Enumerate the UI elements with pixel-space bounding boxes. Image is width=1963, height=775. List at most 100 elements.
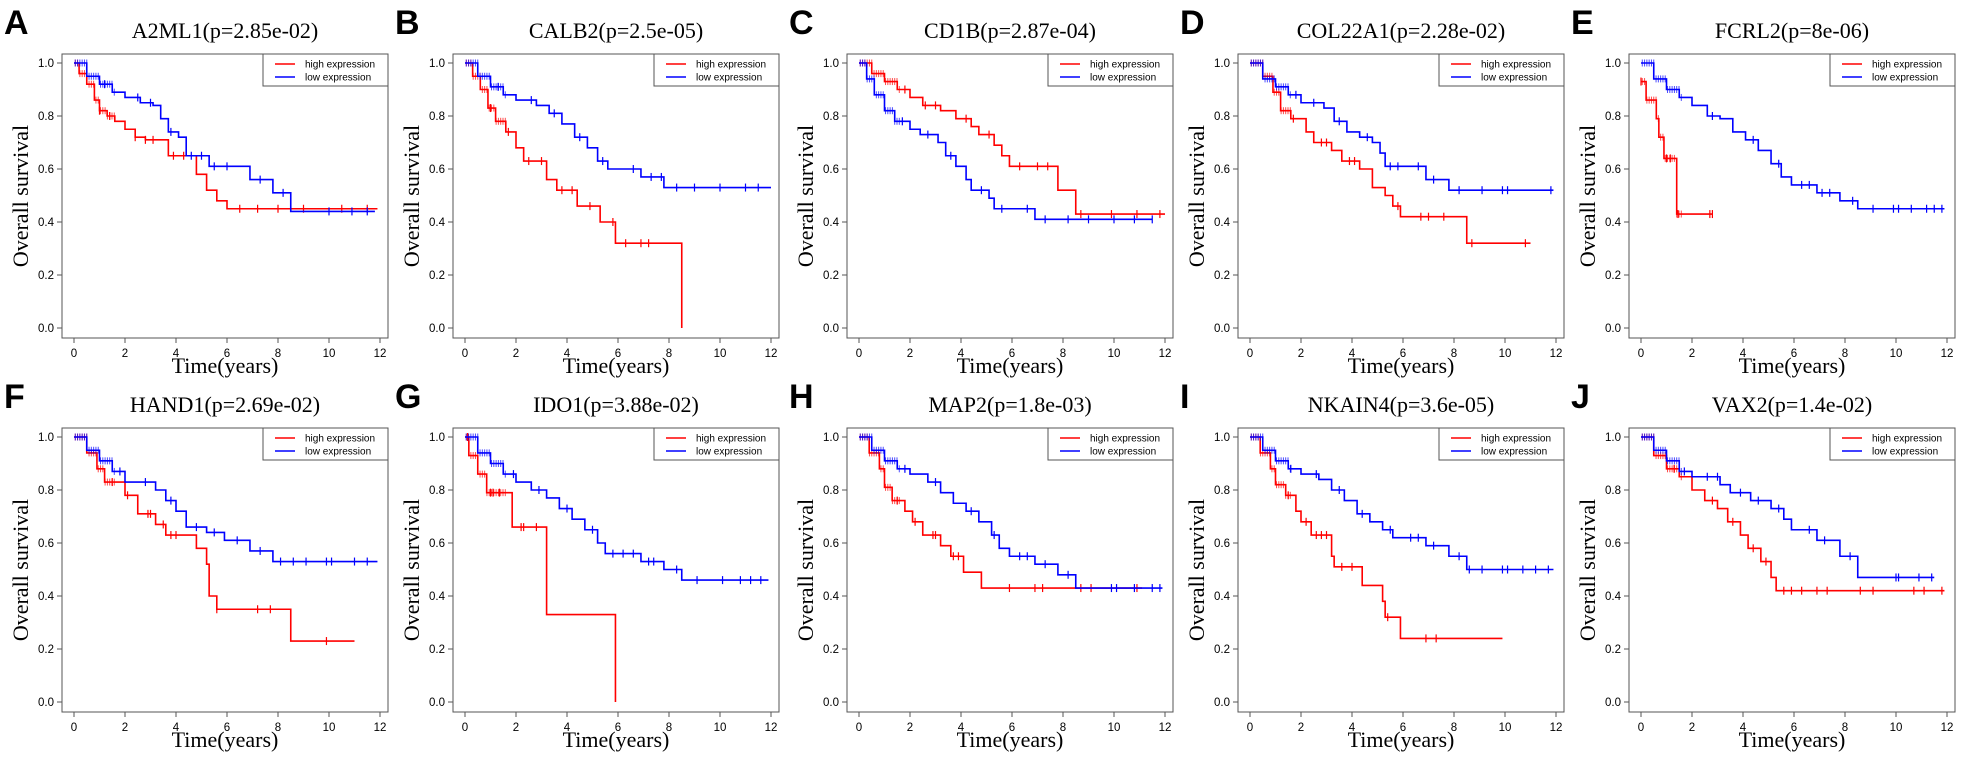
x-tick-label: 2 bbox=[122, 722, 128, 734]
km-panel-d: D COL22A1(p=2.28e-02) 0.0 0.2 0.4 0.6 0.8 1.0 0 2… bbox=[1180, 4, 1565, 378]
km-panel-b: B CALB2(p=2.5e-05) 0.0 0.2 0.4 0.6 0.8 1.0 0 2 4 6 8… bbox=[395, 4, 780, 378]
x-tick-label: 8 bbox=[666, 348, 672, 360]
plot-frame bbox=[1237, 427, 1565, 713]
y-tick-label: 0.4 bbox=[823, 217, 840, 229]
y-tick-label: 1.0 bbox=[1214, 58, 1230, 70]
y-tick-label: 0.2 bbox=[1605, 270, 1621, 282]
x-tick-label: 2 bbox=[513, 348, 519, 360]
plot-frame bbox=[1237, 53, 1565, 339]
panel-title: HAND1(p=2.69e-02) bbox=[130, 392, 320, 417]
panel-title: VAX2(p=1.4e-02) bbox=[1712, 392, 1872, 417]
km-panel-g: G IDO1(p=3.88e-02) 0.0 0.2 0.4 0.6 0.8 1.0 0 2 4 6 8… bbox=[395, 378, 780, 752]
x-tick-label: 6 bbox=[224, 722, 230, 734]
x-tick-label: 0 bbox=[71, 348, 77, 360]
y-tick-label: 0.8 bbox=[38, 485, 54, 497]
legend bbox=[653, 53, 780, 87]
plot-frame bbox=[61, 427, 389, 713]
x-tick-label: 4 bbox=[1740, 348, 1747, 360]
y-axis-label: Overall survival bbox=[793, 125, 818, 267]
x-tick-label: 6 bbox=[1400, 722, 1406, 734]
legend-high-expression-label: high expression bbox=[1872, 60, 1942, 71]
x-tick-label: 0 bbox=[462, 722, 468, 734]
high-expression-curve bbox=[74, 436, 355, 642]
x-tick-label: 10 bbox=[323, 722, 336, 734]
high-expression-curve bbox=[859, 436, 1143, 589]
legend-high-expression-label: high expression bbox=[1481, 60, 1551, 71]
high-expression-curve bbox=[1641, 436, 1945, 592]
x-tick-label: 10 bbox=[1499, 348, 1512, 360]
x-tick-label: 12 bbox=[1550, 722, 1563, 734]
x-tick-label: 0 bbox=[1247, 348, 1253, 360]
legend-low-expression-label: low expression bbox=[1090, 447, 1156, 458]
y-tick-label: 1.0 bbox=[1605, 432, 1621, 444]
legend bbox=[262, 427, 389, 461]
y-tick-label: 0.4 bbox=[38, 217, 55, 229]
y-tick-label: 0.6 bbox=[1214, 164, 1230, 176]
legend-low-expression-label: low expression bbox=[696, 447, 762, 458]
y-tick-label: 0.2 bbox=[1214, 644, 1230, 656]
km-panel-f: F HAND1(p=2.69e-02) 0.0 0.2 0.4 0.6 0.8 1.0 0 2 4 6… bbox=[4, 378, 389, 752]
y-tick-label: 0.6 bbox=[38, 538, 54, 550]
y-tick-label: 0.0 bbox=[429, 323, 445, 335]
y-tick-label: 0.0 bbox=[823, 697, 839, 709]
y-tick-label: 0.0 bbox=[38, 697, 54, 709]
x-tick-label: 8 bbox=[1451, 348, 1457, 360]
y-tick-label: 0.0 bbox=[38, 323, 54, 335]
y-tick-label: 0.4 bbox=[1214, 217, 1231, 229]
y-axis-label: Overall survival bbox=[1575, 125, 1600, 267]
y-tick-label: 0.0 bbox=[1605, 323, 1621, 335]
legend-low-expression-label: low expression bbox=[305, 73, 371, 84]
plot-frame bbox=[846, 53, 1174, 339]
low-expression-curve bbox=[465, 62, 771, 189]
x-tick-label: 10 bbox=[323, 348, 336, 360]
y-tick-label: 0.8 bbox=[1214, 485, 1230, 497]
x-tick-label: 10 bbox=[714, 722, 727, 734]
x-axis-label: Time(years) bbox=[172, 727, 279, 752]
legend-low-expression-label: low expression bbox=[1090, 73, 1156, 84]
x-tick-label: 4 bbox=[958, 348, 965, 360]
y-tick-label: 0.8 bbox=[823, 111, 839, 123]
x-axis-label: Time(years) bbox=[1739, 353, 1846, 378]
x-tick-label: 8 bbox=[1451, 722, 1457, 734]
plot-frame bbox=[452, 427, 780, 713]
panel-letter: D bbox=[1180, 4, 1205, 42]
legend-high-expression-label: high expression bbox=[305, 60, 375, 71]
y-tick-label: 1.0 bbox=[429, 58, 445, 70]
y-tick-label: 0.6 bbox=[1605, 164, 1621, 176]
km-panel-c: C CD1B(p=2.87e-04) 0.0 0.2 0.4 0.6 0.8 1.0 0 2 4 6 8… bbox=[789, 4, 1174, 378]
y-tick-label: 0.8 bbox=[1605, 485, 1621, 497]
high-expression-curve bbox=[74, 62, 378, 210]
x-tick-label: 0 bbox=[856, 348, 862, 360]
x-tick-label: 4 bbox=[564, 348, 571, 360]
x-tick-label: 4 bbox=[173, 722, 180, 734]
legend-high-expression-label: high expression bbox=[1090, 60, 1160, 71]
legend-high-expression-label: high expression bbox=[1872, 434, 1942, 445]
y-tick-label: 0.8 bbox=[1214, 111, 1230, 123]
y-tick-label: 0.6 bbox=[429, 164, 445, 176]
y-tick-label: 0.4 bbox=[823, 591, 840, 603]
y-axis-label: Overall survival bbox=[399, 499, 424, 641]
y-tick-label: 0.8 bbox=[823, 485, 839, 497]
panel-letter: B bbox=[395, 4, 420, 42]
y-tick-label: 0.0 bbox=[1605, 697, 1621, 709]
x-tick-label: 10 bbox=[1890, 348, 1903, 360]
high-expression-curve bbox=[465, 62, 683, 328]
x-tick-label: 0 bbox=[1638, 722, 1644, 734]
y-axis-label: Overall survival bbox=[8, 499, 33, 641]
x-tick-label: 8 bbox=[275, 722, 281, 734]
x-tick-label: 6 bbox=[615, 348, 621, 360]
x-tick-label: 6 bbox=[1791, 348, 1797, 360]
x-tick-label: 0 bbox=[856, 722, 862, 734]
panel-title: CD1B(p=2.87e-04) bbox=[924, 18, 1096, 43]
y-tick-label: 0.0 bbox=[1214, 323, 1230, 335]
panel-letter: G bbox=[395, 378, 421, 416]
legend-low-expression-label: low expression bbox=[1481, 73, 1547, 84]
x-tick-label: 6 bbox=[1009, 722, 1015, 734]
x-tick-label: 2 bbox=[1298, 348, 1304, 360]
y-tick-label: 0.4 bbox=[1214, 591, 1231, 603]
y-tick-label: 0.2 bbox=[823, 644, 839, 656]
y-tick-label: 0.2 bbox=[1605, 644, 1621, 656]
x-tick-label: 4 bbox=[173, 348, 180, 360]
y-tick-label: 1.0 bbox=[38, 432, 54, 444]
